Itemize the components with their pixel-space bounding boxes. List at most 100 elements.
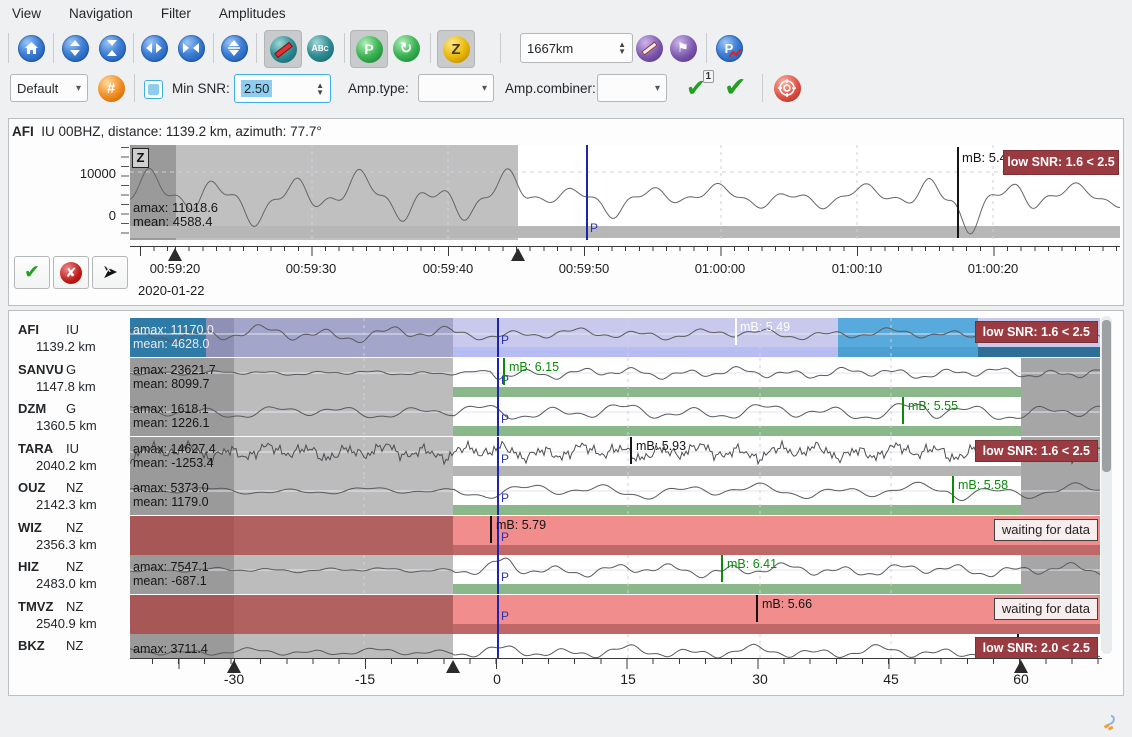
station-distance: 2356.3 km: [36, 537, 97, 552]
window-start-handle[interactable]: [168, 248, 182, 261]
target-icon: [774, 75, 801, 102]
fit-horizontal-button[interactable]: [173, 30, 209, 66]
station-distance: 2540.9 km: [36, 616, 97, 631]
cancel-icon: ✘: [60, 262, 82, 284]
station-row-ouz[interactable]: OUZ NZ 2142.3 km amax: 5373.0 mean: 1179.0…: [8, 476, 1116, 515]
mb-value: mB: 5.58: [958, 478, 1008, 492]
p-pick-marker[interactable]: [497, 555, 499, 594]
p-pick-marker[interactable]: [497, 595, 499, 634]
spin-arrows-icon[interactable]: ▲▼: [316, 82, 324, 96]
network-code: IU: [66, 441, 79, 456]
apply-one-button[interactable]: ✔1: [686, 74, 706, 103]
recompute-button[interactable]: ↻: [388, 30, 424, 66]
station-row-bkz[interactable]: BKZNZ amax: 3711.4 low SNR: 2.0 < 2.5: [8, 634, 1116, 658]
fit-amplitude-button[interactable]: [216, 30, 252, 66]
amp-combiner-combobox[interactable]: ▾: [597, 74, 667, 102]
target-button[interactable]: [770, 71, 804, 105]
p-pick-marker[interactable]: [497, 476, 499, 515]
p-wave-button[interactable]: P: [712, 31, 746, 65]
station-distance: 1360.5 km: [36, 418, 97, 433]
amax-label: amax: 1618.1: [133, 402, 209, 416]
amplitude-marker[interactable]: [957, 147, 959, 238]
trace-area[interactable]: amax: 1618.1 mean: 1226.1 P mB: 5.55: [130, 397, 1100, 436]
p-pick-marker[interactable]: [497, 397, 499, 436]
p-pick-marker[interactable]: [497, 318, 499, 357]
p-pick-marker[interactable]: [497, 634, 499, 658]
y-axis-ticks: [121, 147, 129, 238]
horizontal-arrows-icon: [141, 35, 168, 62]
p-pick-label: P: [501, 333, 509, 347]
component-z-button[interactable]: Z: [437, 30, 475, 68]
station-distance: 2040.2 km: [36, 458, 97, 473]
apply-all-button[interactable]: ✔: [724, 72, 747, 103]
waiting-badge: waiting for data: [994, 598, 1098, 620]
station-row-hiz[interactable]: HIZNZ2483.0 km amax: 7547.1 mean: -687.1…: [8, 555, 1116, 594]
station-row-tmvz[interactable]: TMVZNZ2540.9 km P mB: 5.66 waiting for d…: [8, 595, 1116, 634]
menu-filter[interactable]: Filter: [147, 2, 205, 25]
mean-label: mean: 8099.7: [133, 377, 209, 391]
menu-navigation[interactable]: Navigation: [55, 2, 147, 25]
p-pick-marker[interactable]: [497, 358, 499, 397]
time-tick: 00:59:40: [398, 261, 498, 276]
p-pick-marker[interactable]: [497, 437, 499, 476]
p-pick-label: P: [501, 570, 509, 584]
connection-status-icon[interactable]: [1098, 712, 1118, 737]
min-snr-spinbox[interactable]: 2.50 ▲▼: [234, 74, 331, 103]
network-code: NZ: [66, 480, 83, 495]
trace-area[interactable]: amax: 23621.7 mean: 8099.7 P mB: 6.15: [130, 358, 1100, 397]
window-end-handle[interactable]: [511, 248, 525, 261]
skip-button[interactable]: ➤x: [92, 256, 128, 289]
amplitude-marker: [490, 516, 492, 543]
trace-area[interactable]: P mB: 5.66 waiting for data: [130, 595, 1100, 634]
offset-tick: 15: [588, 671, 668, 687]
hash-icon: #: [98, 75, 125, 102]
trace-area[interactable]: amax: 11170.0 mean: 4628.0 P mB: 5.49 lo…: [130, 318, 1100, 357]
labels-button[interactable]: ABC: [302, 30, 338, 66]
reject-button[interactable]: ✘: [53, 256, 89, 289]
amp-type-combobox[interactable]: ▾: [418, 74, 494, 102]
picker-tool-button[interactable]: [264, 30, 302, 68]
min-snr-label: Min SNR:: [172, 81, 230, 96]
station-code: DZM: [18, 401, 46, 416]
flag-icon: ⚑: [670, 35, 697, 62]
menu-amplitudes[interactable]: Amplitudes: [205, 2, 300, 25]
mb-value: mB: 5.79: [496, 518, 546, 532]
distance-spinbox[interactable]: 1667km ▲▼: [520, 33, 633, 63]
trace-area[interactable]: amax: 5373.0 mean: 1179.0 P mB: 5.58: [130, 476, 1100, 515]
accept-button[interactable]: ✔: [14, 256, 50, 289]
p-pick-marker[interactable]: [586, 145, 588, 240]
min-snr-checkbox[interactable]: [144, 80, 163, 99]
main-trace-plot[interactable]: Z amax: 11018.6 mean: 4588.4 P mB: 5.49 …: [130, 145, 1120, 240]
zoom-vertical-button[interactable]: [57, 30, 93, 66]
zoom-horizontal-button[interactable]: [136, 30, 172, 66]
trace-area[interactable]: amax: 3711.4 low SNR: 2.0 < 2.5: [130, 634, 1100, 658]
flag-button[interactable]: ⚑: [666, 31, 700, 65]
station-row-dzm[interactable]: DZMG1360.5 km amax: 1618.1 mean: 1226.1 …: [8, 397, 1116, 436]
station-row-afi[interactable]: AFIIU1139.2 km amax: 11170.0 mean: 4628.…: [8, 318, 1116, 357]
menu-view[interactable]: View: [0, 2, 55, 25]
station-row-tara[interactable]: TARAIU2040.2 km amax: 14627.4 mean: -125…: [8, 437, 1116, 476]
p-pick-label: P: [590, 221, 598, 235]
station-distance: 2142.3 km: [36, 497, 97, 512]
time-tick: 00:59:50: [534, 261, 634, 276]
chevron-down-icon: ▾: [482, 83, 487, 94]
filter-number-button[interactable]: #: [94, 71, 128, 105]
station-row-wiz[interactable]: WIZNZ2356.3 km P mB: 5.79 waiting for da…: [8, 516, 1116, 555]
badge-one: 1: [703, 70, 715, 83]
measure-button[interactable]: [632, 31, 666, 65]
trace-area[interactable]: amax: 7547.1 mean: -687.1 P mB: 6.41: [130, 555, 1100, 594]
station-code: BKZ: [18, 638, 45, 653]
home-button[interactable]: [13, 30, 49, 66]
profile-combobox[interactable]: Default▾: [10, 74, 88, 102]
amax-label: amax: 3711.4: [133, 642, 208, 656]
fit-vertical-button[interactable]: [94, 30, 130, 66]
amplitude-marker: [735, 318, 737, 345]
station-code: OUZ: [18, 480, 45, 495]
pick-p-button[interactable]: P: [350, 30, 388, 68]
station-row-sanvu[interactable]: SANVUG1147.8 km amax: 23621.7 mean: 8099…: [8, 358, 1116, 397]
offset-tick: -15: [325, 671, 405, 687]
trace-area[interactable]: amax: 14627.4 mean: -1253.4 P mB: 5.93 l…: [130, 437, 1100, 476]
spin-arrows-icon[interactable]: ▲▼: [618, 41, 626, 55]
mb-value: mB: 5.93: [636, 439, 686, 453]
trace-area[interactable]: P mB: 5.79 waiting for data: [130, 516, 1100, 555]
